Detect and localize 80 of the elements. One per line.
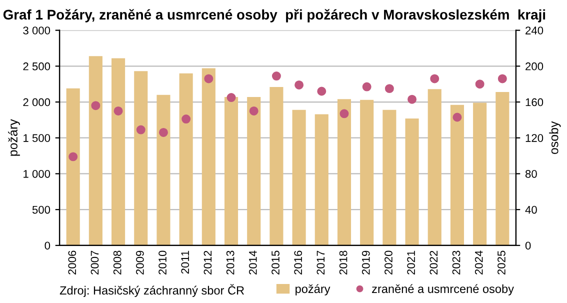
point — [408, 94, 417, 104]
x-tick-label: 2007 — [90, 250, 99, 274]
bar — [270, 86, 284, 246]
y-tick-label: 3 000 — [23, 26, 50, 34]
y2-tick-label: 40 — [525, 206, 537, 214]
bar — [450, 104, 464, 246]
y2-tick-label: 240 — [526, 26, 544, 34]
bar — [360, 100, 374, 246]
bar — [314, 114, 328, 246]
legend-label: požáry — [296, 284, 330, 296]
bar — [247, 96, 261, 246]
y-tick-label: 500 — [32, 206, 50, 214]
bar — [88, 56, 102, 246]
point — [272, 72, 281, 81]
point — [204, 74, 214, 84]
point — [226, 93, 236, 102]
point — [158, 128, 168, 137]
y-tick-label: 2 000 — [23, 98, 50, 106]
x-tick-label: 2012 — [204, 250, 212, 274]
bar — [382, 110, 396, 246]
bar — [156, 94, 170, 246]
y2-tick-label: 200 — [526, 62, 544, 70]
y2-tick-label: 80 — [525, 170, 537, 178]
bar — [202, 68, 216, 246]
bar — [112, 58, 126, 246]
point — [182, 114, 191, 124]
y-tick-label: 1 500 — [24, 134, 50, 142]
x-tick-label: 2019 — [362, 250, 370, 274]
point — [362, 82, 372, 92]
point — [475, 80, 484, 89]
bar — [428, 89, 442, 246]
point — [294, 80, 304, 90]
x-tick-label: 2013 — [226, 250, 234, 274]
point — [384, 84, 394, 94]
y-tick-label: 1 000 — [24, 170, 50, 178]
point — [317, 86, 326, 96]
bar — [134, 71, 148, 246]
point — [498, 74, 507, 84]
x-tick-label: 2017 — [316, 250, 325, 274]
y-axis-title: požáry — [8, 119, 20, 156]
bar — [66, 88, 80, 246]
point — [136, 125, 146, 134]
y-tick-label: 0 — [44, 242, 50, 250]
point — [452, 112, 462, 122]
bar — [337, 99, 352, 246]
x-tick-label: 2025 — [498, 250, 506, 274]
point — [340, 109, 349, 118]
bar — [473, 102, 487, 246]
bar — [224, 96, 238, 246]
point — [68, 152, 78, 162]
x-tick-label: 2023 — [452, 250, 460, 274]
y2-tick-label: 120 — [526, 134, 544, 142]
legend-label: zraněné a usmrcené osoby — [372, 284, 514, 296]
x-tick-label: 2014 — [248, 250, 257, 274]
x-tick-label: 2011 — [181, 250, 190, 274]
x-tick-label: 2009 — [136, 250, 144, 274]
y2-tick-label: 160 — [526, 98, 544, 106]
y2-tick-label: 0 — [525, 242, 531, 250]
text: Zdroj: Hasičský záchranný sbor ČR — [60, 284, 244, 297]
point — [249, 106, 258, 116]
x-tick-label: 2010 — [158, 250, 166, 274]
x-tick-label: 2022 — [430, 250, 438, 274]
x-tick-label: 2016 — [294, 250, 302, 274]
point — [114, 106, 123, 116]
x-tick-label: 2018 — [339, 250, 348, 274]
x-tick-label: 2008 — [113, 250, 122, 274]
y2-axis-title: osoby — [549, 121, 561, 154]
point — [430, 74, 440, 84]
bar — [179, 73, 193, 246]
x-tick-label: 2021 — [407, 250, 416, 274]
bar — [292, 110, 306, 246]
bar — [496, 92, 510, 246]
bar — [405, 118, 419, 246]
y-tick-label: 2 500 — [23, 62, 50, 70]
x-tick-label: 2006 — [68, 250, 76, 274]
point — [91, 101, 100, 110]
x-tick-label: 2024 — [474, 250, 483, 274]
chart-title: Graf 1 Požáry, zraněné a usmrcené osoby při požárech v Moravskoslezském kraji — [3, 9, 546, 22]
x-tick-label: 2015 — [272, 250, 280, 274]
x-tick-label: 2020 — [384, 250, 392, 274]
